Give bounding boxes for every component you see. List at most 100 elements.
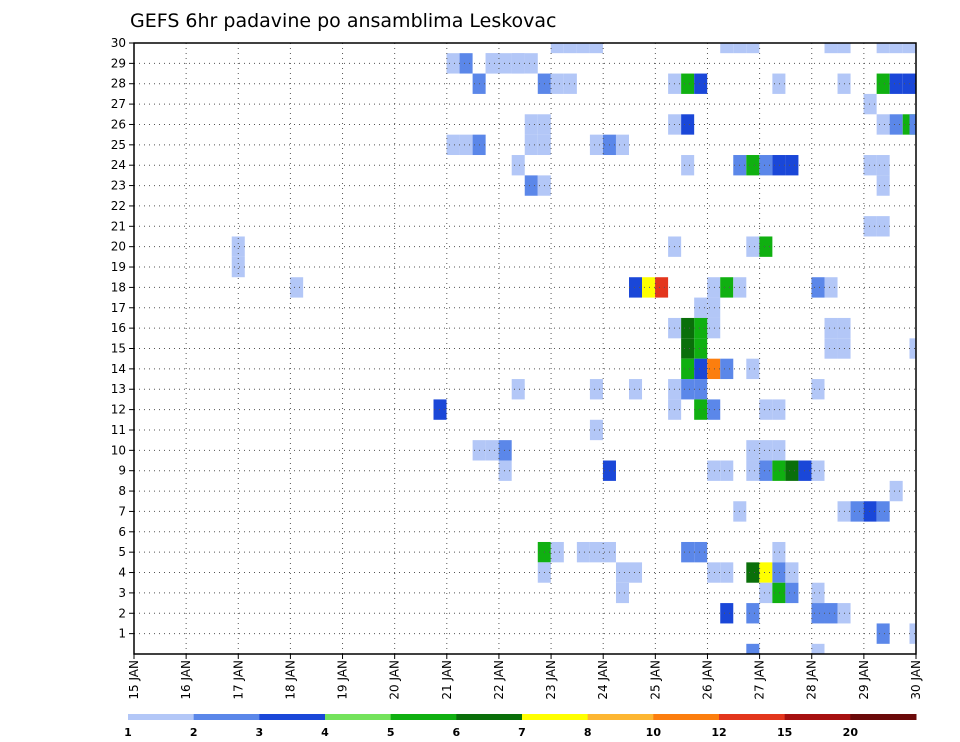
legend-swatch — [325, 714, 392, 720]
y-tick-label: 9 — [118, 464, 126, 478]
heatmap-cell — [589, 379, 603, 400]
heatmap-cell — [576, 43, 590, 54]
heatmap-cell — [772, 155, 786, 176]
heatmap-cell — [759, 460, 773, 481]
heatmap-cell — [681, 541, 695, 563]
heatmap-cell — [629, 379, 643, 400]
x-tick-label: 18 JAN — [283, 660, 297, 700]
legend-swatch — [259, 714, 326, 720]
heatmap-cell — [811, 460, 825, 481]
heatmap-cell — [889, 73, 903, 94]
heatmap-cell — [694, 541, 708, 563]
x-tick-label: 24 JAN — [596, 660, 610, 700]
heatmap-cell — [433, 399, 447, 420]
legend-swatch — [456, 714, 523, 720]
heatmap-cell — [746, 358, 760, 380]
heatmap-cell — [772, 399, 786, 420]
legend-label: 12 — [711, 726, 726, 739]
legend-swatch — [850, 714, 917, 720]
heatmap-cell — [459, 53, 473, 74]
x-tick-label: 16 JAN — [179, 660, 193, 700]
heatmap-cell — [681, 155, 695, 176]
heatmap-cell — [524, 175, 538, 196]
heatmap-cell — [524, 114, 538, 135]
heatmap-cell — [720, 43, 734, 54]
chart-title: GEFS 6hr padavine po ansamblima Leskovac — [130, 10, 557, 32]
heatmap-cell — [694, 73, 708, 94]
legend-swatch — [653, 714, 720, 720]
y-tick-label: 21 — [111, 219, 126, 233]
y-tick-label: 16 — [111, 321, 126, 335]
legend-label: 6 — [453, 726, 461, 739]
x-axis-ticks: 15 JAN 16 JAN 17 JAN 18 JAN 19 JAN 20 JAN 21 J… — [127, 654, 923, 700]
y-tick-label: 30 — [111, 36, 126, 50]
x-tick-label: 23 JAN — [544, 660, 558, 700]
legend-swatch — [522, 714, 589, 720]
heatmap-cell — [642, 277, 656, 298]
heatmap-cell — [909, 338, 916, 359]
legend-swatch — [193, 714, 260, 720]
heatmap-cell — [446, 134, 460, 156]
legend-label: 3 — [256, 726, 264, 739]
heatmap-cell — [759, 582, 773, 604]
heatmap-cell — [681, 317, 695, 339]
heatmap-cell — [576, 541, 590, 563]
heatmap-cell — [876, 114, 890, 135]
y-tick-label: 24 — [111, 158, 126, 172]
heatmap-cell — [694, 379, 708, 400]
heatmap-cell — [707, 317, 721, 339]
heatmap-cell — [629, 562, 643, 583]
heatmap-cell — [746, 460, 760, 481]
heatmap-cell — [694, 297, 708, 318]
heatmap-cell — [909, 623, 916, 644]
y-tick-label: 15 — [111, 342, 126, 356]
heatmap-cell — [876, 43, 890, 54]
legend-swatch — [784, 714, 851, 720]
heatmap-cell — [231, 256, 245, 278]
heatmap-cell — [707, 460, 721, 481]
x-tick-label: 29 JAN — [857, 660, 871, 700]
heatmap-cell — [746, 43, 760, 54]
heatmap-cell — [772, 440, 786, 461]
y-tick-label: 12 — [111, 403, 126, 417]
heatmap-cell — [772, 73, 786, 94]
heatmap-cell — [811, 379, 825, 400]
y-tick-label: 8 — [118, 484, 126, 498]
y-tick-label: 2 — [118, 606, 126, 620]
heatmap-cell — [811, 643, 825, 654]
y-tick-label: 25 — [111, 138, 126, 152]
heatmap-cell — [511, 379, 525, 400]
heatmap-cell — [759, 562, 773, 583]
grid-lines — [134, 43, 916, 654]
heatmap-cell — [850, 501, 864, 522]
heatmap-cell — [772, 541, 786, 563]
y-tick-label: 6 — [118, 525, 126, 539]
y-tick-label: 27 — [111, 97, 126, 111]
y-tick-label: 19 — [111, 260, 126, 274]
heatmap-cell — [707, 277, 721, 298]
legend-label: 2 — [190, 726, 198, 739]
heatmap-cell — [889, 114, 903, 135]
heatmap-cell — [863, 93, 877, 115]
heatmap-cell — [446, 53, 460, 74]
legend-label: 1 — [124, 726, 132, 739]
legend-swatch — [390, 714, 457, 720]
heatmap-cell — [811, 277, 825, 298]
heatmap-cell — [720, 603, 734, 624]
y-tick-label: 20 — [111, 240, 126, 254]
x-tick-label: 30 JAN — [909, 660, 923, 700]
y-tick-label: 26 — [111, 117, 126, 131]
y-tick-label: 4 — [118, 566, 126, 580]
heatmap-cell — [876, 216, 890, 237]
heatmap-cell — [615, 562, 629, 583]
heatmap-cell — [550, 73, 564, 94]
heatmap-cell — [563, 43, 577, 54]
heatmap-cell — [550, 43, 564, 54]
heatmap-cell — [707, 399, 721, 420]
x-tick-label: 28 JAN — [805, 660, 819, 700]
heatmap-cell — [459, 134, 473, 156]
heatmap-cell — [746, 643, 760, 654]
x-tick-label: 15 JAN — [127, 660, 141, 700]
heatmap-cell — [707, 297, 721, 318]
